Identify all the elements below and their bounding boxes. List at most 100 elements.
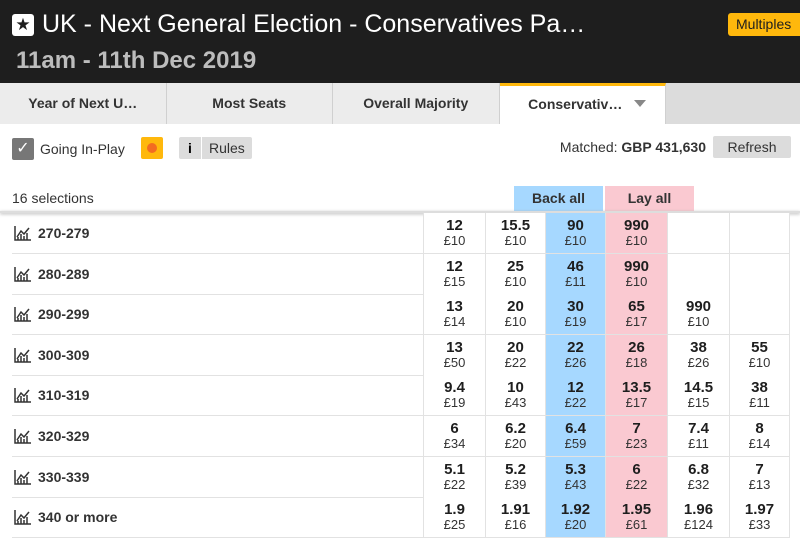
chart-icon[interactable] xyxy=(14,347,32,363)
price-cell[interactable]: 1.97 £33 xyxy=(729,497,790,538)
price: 6 xyxy=(450,420,459,437)
price: 10 xyxy=(507,379,524,397)
price: 5.2 xyxy=(505,460,526,478)
price: 1.91 xyxy=(500,501,531,519)
in-play-label: Going In-Play xyxy=(40,141,125,157)
price-cell[interactable]: 5.2 £39 xyxy=(485,456,545,497)
price-cell[interactable]: 8 £14 xyxy=(729,416,790,456)
tab[interactable]: Year of Next U… xyxy=(0,83,167,124)
price: 12 xyxy=(567,379,584,397)
price-cell[interactable]: 990 £10 xyxy=(605,253,667,294)
price: 12 xyxy=(446,217,463,234)
price-cell[interactable]: 13.5 £17 xyxy=(605,375,667,416)
price-cell[interactable]: 20 £22 xyxy=(485,334,545,375)
multiples-badge[interactable]: Multiples xyxy=(728,13,800,36)
stake: £16 xyxy=(504,517,527,533)
price-cell[interactable]: 12 £15 xyxy=(423,253,485,294)
stake: £17 xyxy=(625,314,648,330)
price: 1.96 xyxy=(683,501,714,519)
price: 6.4 xyxy=(565,420,586,437)
chart-icon[interactable] xyxy=(14,428,32,444)
stake: £15 xyxy=(443,273,466,289)
price-cell[interactable]: 12 £22 xyxy=(545,375,605,416)
dropdown-arrow[interactable] xyxy=(633,100,646,107)
chart-icon[interactable] xyxy=(14,306,32,322)
price-cell[interactable]: 65 £17 xyxy=(605,294,667,335)
stake: £43 xyxy=(564,476,587,492)
price-cell[interactable]: 6.8 £32 xyxy=(667,456,729,497)
tab[interactable]: Most Seats xyxy=(166,83,333,124)
chart-icon[interactable] xyxy=(14,469,32,485)
runner-name: 290-299 xyxy=(38,306,90,323)
selections-count: 16 selections xyxy=(12,190,94,206)
price-cell xyxy=(729,213,790,253)
chart-icon[interactable] xyxy=(14,225,32,241)
price-cell[interactable]: 46 £11 xyxy=(545,253,605,294)
price-cell[interactable]: 55 £10 xyxy=(729,334,790,375)
chart-icon[interactable] xyxy=(14,266,32,282)
price-cell[interactable]: 25 £10 xyxy=(485,253,545,294)
price-cell[interactable]: 1.95 £61 xyxy=(605,497,667,538)
price-cell[interactable]: 9.4 £19 xyxy=(423,375,485,416)
price: 25 xyxy=(507,257,524,275)
price-cell[interactable]: 13 £14 xyxy=(423,294,485,335)
checkbox[interactable]: ✓ xyxy=(12,138,34,160)
price-cell[interactable]: 1.92 £20 xyxy=(545,497,605,538)
runner-name: 270-279 xyxy=(38,225,90,241)
price-cell[interactable]: 15.5 £10 xyxy=(485,213,545,253)
price-cell[interactable]: 7 £23 xyxy=(605,416,667,456)
runner-list: 270-279 12 £10 15.5 £10 90 £10 990 £10 280-289 12 £… xyxy=(0,213,800,556)
price-cell[interactable]: 12 £10 xyxy=(423,213,485,253)
price: 6.8 xyxy=(688,460,709,478)
price-cell[interactable]: 6 £34 xyxy=(423,416,485,456)
tab[interactable]: Overall Majority xyxy=(333,83,500,124)
price-cell[interactable]: 20 £10 xyxy=(485,294,545,335)
stake: £32 xyxy=(687,476,710,492)
price-cell[interactable]: 22 £26 xyxy=(545,334,605,375)
refresh-button[interactable]: Refresh xyxy=(713,136,791,158)
runner-name: 340 or more xyxy=(38,509,118,526)
price-cell[interactable]: 990 £10 xyxy=(605,213,667,253)
price-cell[interactable]: 7.4 £11 xyxy=(667,416,729,456)
stake: £22 xyxy=(504,354,527,370)
price-cell[interactable]: 5.3 £43 xyxy=(545,456,605,497)
price: 15.5 xyxy=(500,217,531,234)
price-cell[interactable]: 38 £26 xyxy=(667,334,729,375)
favourite-star[interactable]: ★ xyxy=(12,14,34,36)
price-cell[interactable]: 14.5 £15 xyxy=(667,375,729,416)
price-cell[interactable]: 6.4 £59 xyxy=(545,416,605,456)
stake: £19 xyxy=(443,395,466,411)
stake: £10 xyxy=(687,314,710,330)
price-cell[interactable]: 26 £18 xyxy=(605,334,667,375)
price-cell[interactable]: 1.96 £124 xyxy=(667,497,729,538)
stake: £10 xyxy=(748,354,771,370)
stake: £13 xyxy=(748,476,771,492)
price-cell[interactable]: 6 £22 xyxy=(605,456,667,497)
price-cell[interactable]: 30 £19 xyxy=(545,294,605,335)
price-cell[interactable]: 13 £50 xyxy=(423,334,485,375)
back-all-button[interactable]: Back all xyxy=(514,186,603,211)
price-cell[interactable]: 5.1 £22 xyxy=(423,456,485,497)
price-cell[interactable]: 6.2 £20 xyxy=(485,416,545,456)
price: 13.5 xyxy=(621,379,652,397)
price: 1.95 xyxy=(621,501,652,519)
stake: £20 xyxy=(564,517,587,533)
price-cell[interactable]: 1.91 £16 xyxy=(485,497,545,538)
lay-all-button[interactable]: Lay all xyxy=(605,186,694,211)
chart-icon[interactable] xyxy=(14,509,32,525)
price-cell[interactable]: 90 £10 xyxy=(545,213,605,253)
price: 6.2 xyxy=(505,420,526,437)
price-cell[interactable]: 1.9 £25 xyxy=(423,497,485,538)
chart-icon[interactable] xyxy=(14,387,32,404)
stake: £11 xyxy=(749,395,770,411)
price-cell[interactable]: 7 £13 xyxy=(729,456,790,497)
price-cell[interactable]: 10 £43 xyxy=(485,375,545,416)
price-cell[interactable]: 38 £11 xyxy=(729,375,790,416)
runner-row: 340 or more 1.9 £25 1.91 £16 1.92 £20 1.95 £61 1.… xyxy=(12,497,790,539)
rules-button[interactable]: i Rules xyxy=(179,137,252,159)
runner-row: 300-309 13 £50 20 £22 22 £26 26 £18 38 £26 55 £10 xyxy=(12,334,790,376)
price-cell[interactable]: 990 £10 xyxy=(667,294,729,335)
in-play-icon xyxy=(141,137,163,159)
price: 46 xyxy=(567,257,584,275)
